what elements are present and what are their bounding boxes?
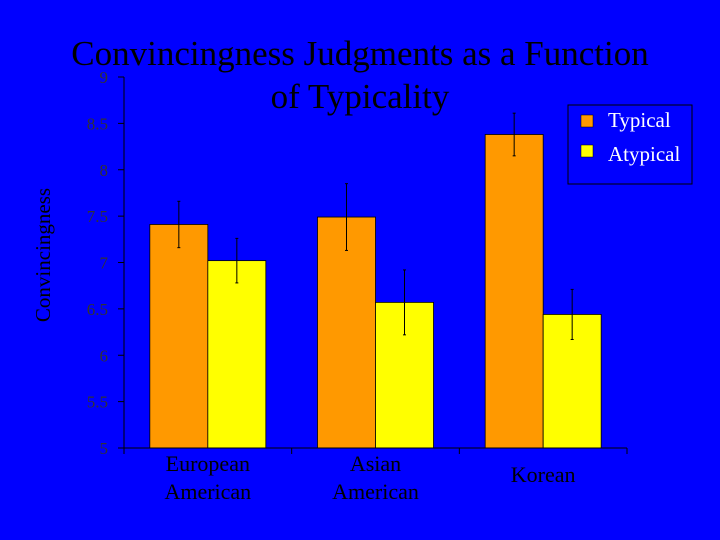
tick-labels-layer: 5 5.5 6 6.5 7 7.5 8 8.5 9: [87, 68, 109, 458]
category-label-line: Korean: [511, 462, 576, 487]
y-tick-label: 9: [100, 68, 109, 87]
category-label-2: Korean: [511, 462, 576, 487]
y-axis-label: Convincingness: [31, 188, 55, 322]
legend-label-typical: Typical: [608, 108, 671, 132]
bar-typical-2: [484, 134, 544, 449]
axes-layer: [118, 76, 628, 454]
legend-swatch-atypical: [580, 144, 594, 158]
chart-title-line-2: of Typicality: [270, 77, 450, 116]
bar-typical-1: [317, 216, 376, 449]
legend: Typical Atypical: [567, 104, 693, 185]
chart-title: Convincingness Judgments as a Function o…: [40, 32, 680, 118]
category-label-line: American: [164, 479, 251, 504]
error-bars-layer: [177, 112, 574, 340]
y-tick-label: 6: [100, 346, 109, 365]
y-tick-label: 8.5: [87, 114, 108, 133]
y-tick-label: 6.5: [87, 300, 108, 319]
category-label-line: American: [332, 479, 419, 504]
category-label-1: Asian American: [332, 451, 419, 504]
bar-typical-0: [149, 224, 209, 449]
bar-atypical-0: [207, 260, 267, 449]
category-label-line: European: [166, 451, 250, 476]
legend-swatch-typical: [580, 114, 594, 128]
chart-title-line-1: Convincingness Judgments as a Function: [71, 34, 649, 73]
y-tick-label: 8: [100, 161, 109, 180]
bars-layer: [149, 134, 602, 449]
y-tick-label: 5: [100, 439, 109, 458]
y-tick-label: 7: [100, 254, 109, 273]
category-label-line: Asian: [350, 451, 401, 476]
category-labels-layer: European American Asian American Korean: [164, 451, 575, 504]
y-tick-label: 7.5: [87, 207, 108, 226]
category-label-0: European American: [164, 451, 251, 504]
legend-label-atypical: Atypical: [608, 142, 680, 166]
y-tick-label: 5.5: [87, 393, 108, 412]
